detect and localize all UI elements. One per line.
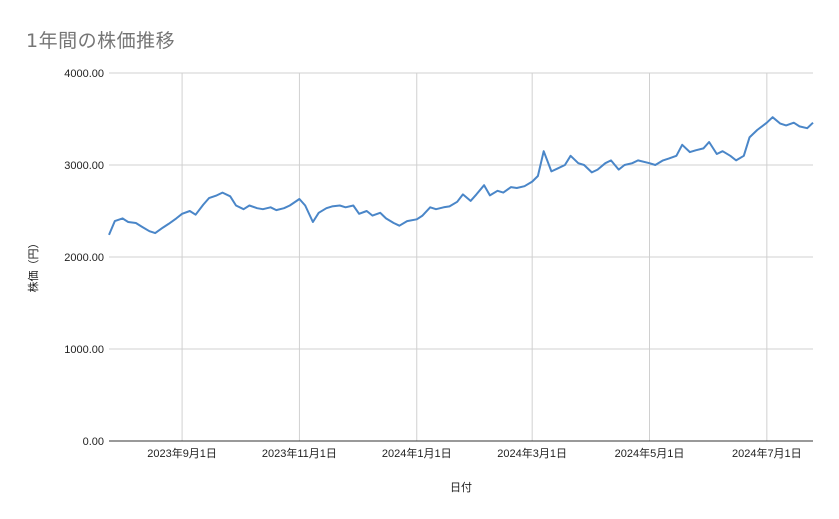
x-tick-label: 2024年5月1日	[615, 446, 685, 460]
series-line	[108, 116, 814, 236]
y-tick-label: 2000.00	[64, 252, 104, 264]
y-tick-label: 0.00	[83, 436, 104, 448]
x-axis-ticks: 2023年9月1日 2023年11月1日 2024年1月1日 2024年3月1日 202…	[147, 446, 801, 460]
x-tick-label: 2024年3月1日	[497, 446, 567, 460]
x-tick-label: 2023年11月1日	[262, 446, 337, 460]
y-tick-label: 1000.00	[64, 344, 104, 356]
y-axis-title: 株価（円）	[26, 238, 40, 293]
y-axis-ticks: 0.00 1000.00 2000.00 3000.00 4000.00	[64, 68, 104, 448]
x-tick-label: 2024年7月1日	[732, 446, 802, 460]
y-tick-label: 3000.00	[64, 160, 104, 172]
y-tick-label: 4000.00	[64, 68, 104, 80]
chart-title: 1年間の株価推移	[26, 30, 176, 52]
x-axis-title: 日付	[450, 481, 472, 494]
grid-lines	[109, 72, 813, 441]
x-tick-label: 2023年9月1日	[147, 446, 217, 460]
x-tick-label: 2024年1月1日	[382, 446, 452, 460]
